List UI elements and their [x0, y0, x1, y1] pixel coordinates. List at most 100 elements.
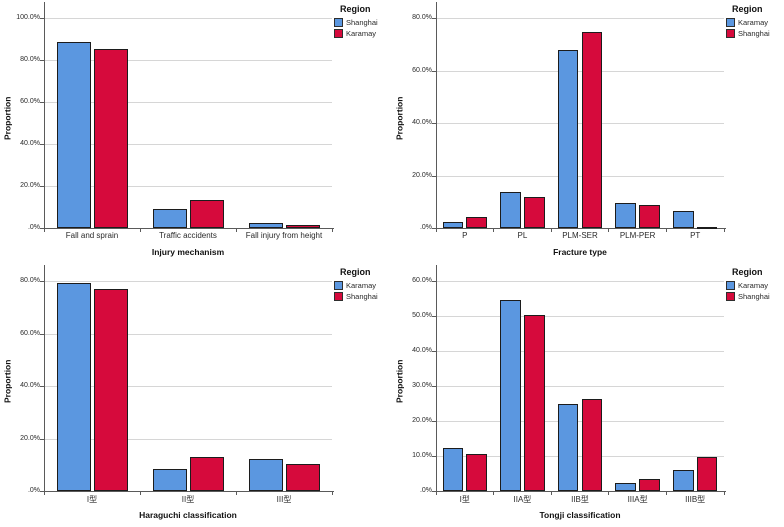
- y-tick-label: .0%: [419, 487, 432, 494]
- x-axis-line: [44, 228, 334, 229]
- bar-shanghai-3: [639, 205, 660, 228]
- legend-swatch-blue: [334, 18, 343, 27]
- gridline: [436, 123, 724, 124]
- bar-shanghai-1: [523, 196, 545, 228]
- x-category-labels: Fall and sprain Traffic accidents Fall inj…: [44, 231, 332, 243]
- x-axis-title: Fracture type: [553, 247, 607, 257]
- x-tick-mark: [331, 228, 333, 232]
- gridline: [436, 351, 724, 352]
- chart-panel-fracture-type: Proportion .0% 20.0% 40.0% 60.0% 80.0% P PL PL…: [392, 0, 784, 263]
- y-tick-label: 40.0%: [412, 347, 432, 354]
- y-tick-label: 100.0%: [16, 14, 40, 21]
- x-axis-title: Injury mechanism: [151, 247, 225, 257]
- gridline: [44, 60, 332, 61]
- y-tick-mark: [40, 186, 44, 187]
- y-tick-mark: [432, 123, 436, 124]
- legend-label: Shanghai: [738, 29, 770, 38]
- y-tick-mark: [432, 386, 436, 387]
- x-category-label: III型: [276, 495, 292, 504]
- legend-title: Region: [340, 4, 371, 14]
- x-axis-line: [44, 491, 334, 492]
- legend-swatch-red: [334, 292, 343, 301]
- legend-title: Region: [340, 267, 371, 277]
- gridline: [436, 316, 724, 317]
- bar-shanghai-0: [466, 453, 488, 491]
- chart-panel-haraguchi-classification: Proportion .0% 20.0% 40.0% 60.0% 80.0% I型 II型…: [0, 263, 392, 527]
- y-tick-mark: [40, 18, 44, 19]
- bar-karamay-0: [56, 282, 91, 491]
- x-category-label: IIIB型: [685, 495, 706, 504]
- y-axis-title: Proportion: [2, 96, 13, 140]
- y-tick-mark: [40, 60, 44, 61]
- y-tick-label: 60.0%: [412, 66, 432, 74]
- x-tick-mark: [139, 491, 141, 495]
- bar-karamay-3: [615, 203, 637, 228]
- y-tick-label: 40.0%: [20, 382, 40, 389]
- x-category-label: IIA型: [513, 495, 532, 504]
- gridline: [44, 333, 332, 335]
- bar-karamay-1: [500, 192, 521, 228]
- x-tick-mark: [608, 491, 610, 495]
- x-tick-mark: [331, 491, 333, 495]
- y-tick-mark: [40, 281, 44, 282]
- gridline: [44, 18, 332, 19]
- legend: Region Karamay Shanghai: [334, 267, 392, 303]
- legend-swatch-red: [334, 29, 343, 38]
- x-category-label: PLM-PER: [619, 231, 656, 240]
- y-tick-mark: [432, 175, 436, 177]
- plot-area: .0% 10.0% 20.0% 30.0% 40.0% 50.0% 60.0%: [412, 265, 726, 495]
- bar-karamay-4: [672, 469, 694, 491]
- x-axis-line: [436, 491, 726, 492]
- bar-karamay-2: [285, 225, 320, 228]
- gridline: [436, 70, 724, 72]
- bar-shanghai-0: [56, 41, 91, 228]
- y-tick-mark: [432, 18, 436, 19]
- legend-label: Shanghai: [346, 292, 378, 301]
- y-tick-mark: [40, 102, 44, 103]
- legend-item-karamay: Karamay: [726, 18, 784, 27]
- y-tick-label: 20.0%: [20, 434, 40, 442]
- legend-item-karamay: Karamay: [334, 281, 392, 290]
- y-axis-line: [436, 2, 437, 228]
- legend-label: Karamay: [738, 18, 769, 27]
- y-tick-mark: [40, 333, 44, 335]
- legend-title: Region: [732, 267, 763, 277]
- x-category-label: IIIA型: [627, 495, 648, 504]
- legend-items: Shanghai Karamay: [334, 18, 392, 38]
- x-tick-mark: [435, 228, 437, 232]
- legend-item-shanghai: Shanghai: [726, 29, 784, 38]
- x-tick-mark: [550, 491, 552, 495]
- legend-label: Shanghai: [346, 18, 378, 27]
- bar-karamay-1: [189, 200, 224, 228]
- x-category-label: PLM-SER: [562, 231, 598, 240]
- gridline: [436, 456, 724, 457]
- gridline: [436, 281, 724, 282]
- x-tick-mark: [139, 228, 141, 232]
- bar-karamay-4: [672, 210, 694, 228]
- x-tick-mark: [665, 491, 667, 495]
- x-category-labels: P PL PLM-SER PLM-PER PT: [436, 231, 724, 243]
- x-category-label: IIB型: [571, 495, 589, 504]
- y-tick-mark: [40, 491, 44, 492]
- y-tick-label: 80.0%: [20, 277, 40, 284]
- y-tick-mark: [432, 421, 436, 422]
- gridline: [44, 144, 332, 145]
- bar-shanghai-1: [189, 456, 224, 491]
- bar-shanghai-3: [639, 479, 660, 491]
- legend-label: Shanghai: [738, 292, 770, 301]
- legend-item-karamay: Karamay: [726, 281, 784, 290]
- legend-items: Karamay Shanghai: [334, 281, 392, 301]
- y-tick-mark: [432, 491, 436, 492]
- gridline: [436, 175, 724, 177]
- y-axis-line: [44, 2, 45, 228]
- gridline: [44, 186, 332, 187]
- legend-label: Karamay: [346, 29, 377, 38]
- legend: Region Karamay Shanghai: [726, 4, 784, 40]
- x-tick-mark: [235, 228, 237, 232]
- legend-items: Karamay Shanghai: [726, 18, 784, 38]
- x-tick-mark: [493, 228, 495, 232]
- gridline: [44, 281, 332, 282]
- gridline: [436, 386, 724, 387]
- bar-karamay-1: [500, 300, 521, 491]
- x-tick-mark: [43, 491, 45, 495]
